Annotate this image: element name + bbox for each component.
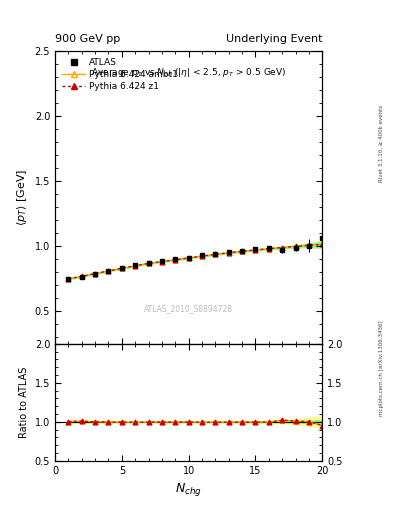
X-axis label: $N_{chg}$: $N_{chg}$ bbox=[175, 481, 202, 498]
Text: Average $p_T$ vs $N_{ch}$ ($|\eta|$ < 2.5, $p_T$ > 0.5 GeV): Average $p_T$ vs $N_{ch}$ ($|\eta|$ < 2.… bbox=[91, 66, 286, 79]
Text: Underlying Event: Underlying Event bbox=[226, 33, 322, 44]
Y-axis label: Ratio to ATLAS: Ratio to ATLAS bbox=[19, 367, 29, 438]
Text: mcplots.cern.ch [arXiv:1306.3436]: mcplots.cern.ch [arXiv:1306.3436] bbox=[379, 321, 384, 416]
Legend: ATLAS, Pythia 6.424 ambt1, Pythia 6.424 z1: ATLAS, Pythia 6.424 ambt1, Pythia 6.424 … bbox=[59, 56, 181, 94]
Text: Rivet 3.1.10, ≥ 400k events: Rivet 3.1.10, ≥ 400k events bbox=[379, 105, 384, 182]
Text: ATLAS_2010_S8894728: ATLAS_2010_S8894728 bbox=[144, 304, 233, 313]
Text: 900 GeV pp: 900 GeV pp bbox=[55, 33, 120, 44]
Y-axis label: $\langle p_T \rangle$ [GeV]: $\langle p_T \rangle$ [GeV] bbox=[15, 169, 29, 226]
